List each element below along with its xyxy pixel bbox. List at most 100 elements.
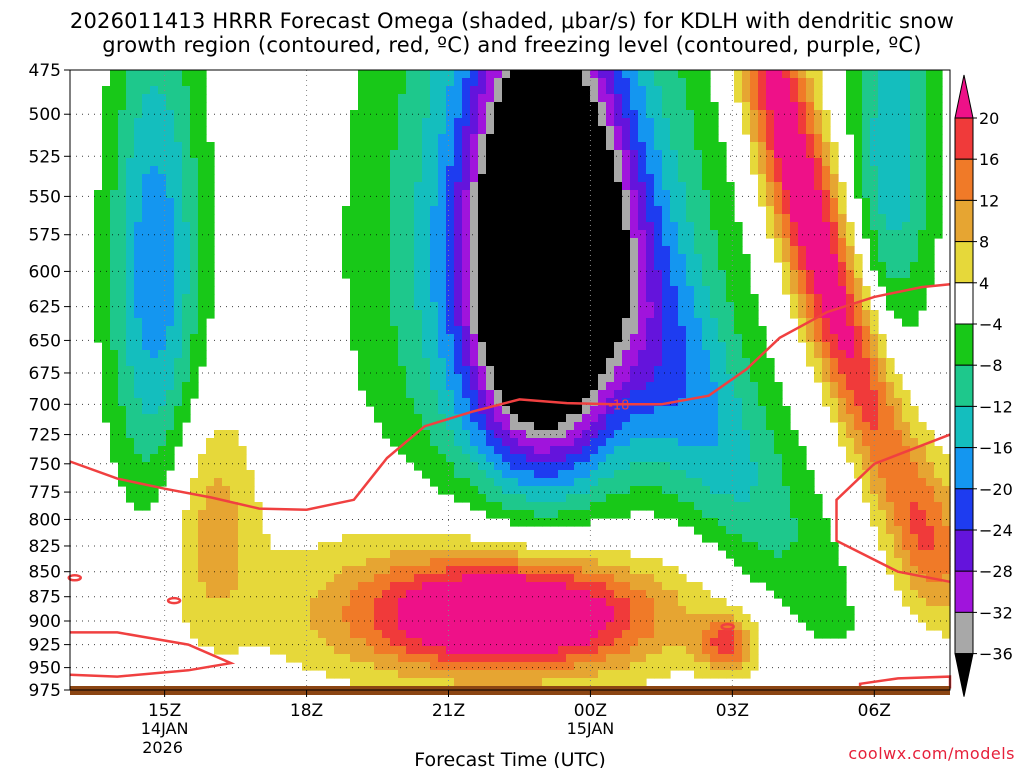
omega-cell xyxy=(894,198,903,207)
omega-cell xyxy=(110,166,119,175)
omega-cell xyxy=(774,414,783,423)
omega-cell xyxy=(670,470,679,479)
omega-cell xyxy=(750,134,759,143)
omega-cell xyxy=(534,462,543,471)
omega-cell xyxy=(518,254,527,263)
omega-cell xyxy=(526,294,535,303)
omega-cell xyxy=(390,294,399,303)
omega-cell xyxy=(550,358,559,367)
omega-cell xyxy=(406,534,415,543)
omega-cell xyxy=(134,126,143,135)
omega-cell xyxy=(382,358,391,367)
omega-cell xyxy=(638,318,647,327)
omega-cell xyxy=(406,390,415,399)
omega-cell xyxy=(582,470,591,479)
omega-cell xyxy=(718,334,727,343)
omega-cell xyxy=(174,278,183,287)
omega-cell xyxy=(630,286,639,295)
omega-cell xyxy=(790,102,799,111)
omega-cell xyxy=(614,582,623,591)
omega-cell xyxy=(486,438,495,447)
omega-cell xyxy=(502,246,511,255)
omega-cell xyxy=(926,278,935,287)
omega-cell xyxy=(726,390,735,399)
omega-cell xyxy=(470,230,479,239)
omega-cell xyxy=(518,454,527,463)
omega-cell xyxy=(454,398,463,407)
omega-cell xyxy=(438,382,447,391)
omega-cell xyxy=(830,582,839,591)
omega-cell xyxy=(110,454,119,463)
omega-cell xyxy=(918,446,927,455)
omega-cell xyxy=(598,366,607,375)
omega-cell xyxy=(902,486,911,495)
omega-cell xyxy=(398,310,407,319)
omega-cell xyxy=(926,558,935,567)
omega-cell xyxy=(606,406,615,415)
omega-cell xyxy=(150,406,159,415)
omega-cell xyxy=(918,262,927,271)
omega-cell xyxy=(446,374,455,383)
omega-cell xyxy=(822,550,831,559)
omega-cell xyxy=(374,326,383,335)
omega-cell xyxy=(422,118,431,127)
omega-cell xyxy=(174,214,183,223)
omega-cell xyxy=(270,558,279,567)
omega-cell xyxy=(742,382,751,391)
omega-cell xyxy=(654,278,663,287)
omega-cell xyxy=(598,102,607,111)
omega-cell xyxy=(918,158,927,167)
omega-cell xyxy=(518,342,527,351)
omega-cell xyxy=(750,446,759,455)
omega-cell xyxy=(174,406,183,415)
omega-cell xyxy=(710,414,719,423)
omega-cell xyxy=(350,190,359,199)
omega-cell xyxy=(502,438,511,447)
omega-cell xyxy=(134,494,143,503)
omega-cell xyxy=(830,198,839,207)
omega-cell xyxy=(726,470,735,479)
omega-cell xyxy=(302,582,311,591)
omega-cell xyxy=(126,198,135,207)
omega-cell xyxy=(542,230,551,239)
omega-cell xyxy=(462,358,471,367)
omega-cell xyxy=(422,550,431,559)
omega-cell xyxy=(878,406,887,415)
omega-cell xyxy=(854,86,863,95)
omega-cell xyxy=(350,134,359,143)
omega-cell xyxy=(334,582,343,591)
omega-cell xyxy=(126,318,135,327)
omega-cell xyxy=(398,430,407,439)
omega-cell xyxy=(646,150,655,159)
omega-cell xyxy=(430,374,439,383)
omega-cell xyxy=(342,262,351,271)
omega-cell xyxy=(646,310,655,319)
omega-cell xyxy=(598,382,607,391)
omega-cell xyxy=(934,526,943,535)
omega-cell xyxy=(150,334,159,343)
omega-cell xyxy=(510,254,519,263)
omega-cell xyxy=(510,190,519,199)
omega-cell xyxy=(726,518,735,527)
omega-cell xyxy=(230,574,239,583)
omega-cell xyxy=(694,158,703,167)
omega-cell xyxy=(574,286,583,295)
omega-cell xyxy=(918,150,927,159)
omega-cell xyxy=(110,222,119,231)
omega-cell xyxy=(446,214,455,223)
omega-cell xyxy=(190,294,199,303)
omega-cell xyxy=(342,270,351,279)
omega-cell xyxy=(118,174,127,183)
omega-cell xyxy=(446,110,455,119)
omega-cell xyxy=(142,326,151,335)
omega-cell xyxy=(470,334,479,343)
omega-cell xyxy=(182,270,191,279)
omega-cell xyxy=(782,510,791,519)
omega-cell xyxy=(750,366,759,375)
omega-cell xyxy=(510,318,519,327)
omega-cell xyxy=(862,206,871,215)
omega-cell xyxy=(702,246,711,255)
omega-cell xyxy=(814,182,823,191)
omega-cell xyxy=(838,230,847,239)
omega-cell xyxy=(742,70,751,79)
